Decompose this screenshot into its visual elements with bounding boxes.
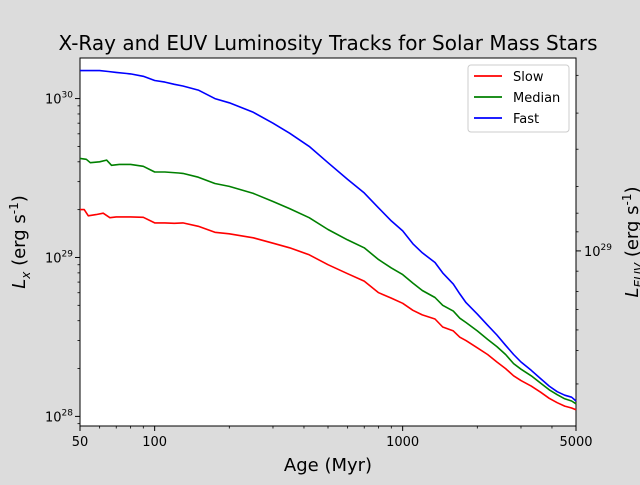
legend-label-fast: Fast [513,112,539,127]
x-tick-label: 1000 [386,435,419,450]
y-tick-label: 1029 [45,249,73,266]
legend-label-median: Median [513,91,560,106]
series-layer [79,69,577,411]
x-tick-label: 100 [142,435,167,450]
series-line-fast [80,69,577,402]
legend: Slow Median Fast [467,64,570,133]
y-axis-label-left: Lx (erg s-1) [7,195,33,289]
series-line-median [79,157,577,405]
legend-label-slow: Slow [513,70,544,85]
right-y-tick-label: 1029 [584,243,612,260]
y-tick-label: 1028 [45,408,73,425]
y-axis-label-right: LEUV (erg s-1) [620,186,640,297]
x-tick-label: 5000 [559,435,592,450]
axis-ticks: 50 100 1000 5000 1028 1029 1030 1029 [45,74,612,450]
legend-box [467,64,570,133]
x-axis-label: Age (Myr) [284,455,372,476]
y-tick-label: 1030 [45,91,73,108]
x-tick-label: 50 [72,435,89,450]
chart-title: X-Ray and EUV Luminosity Tracks for Sola… [59,31,598,55]
series-line-slow [80,208,577,411]
